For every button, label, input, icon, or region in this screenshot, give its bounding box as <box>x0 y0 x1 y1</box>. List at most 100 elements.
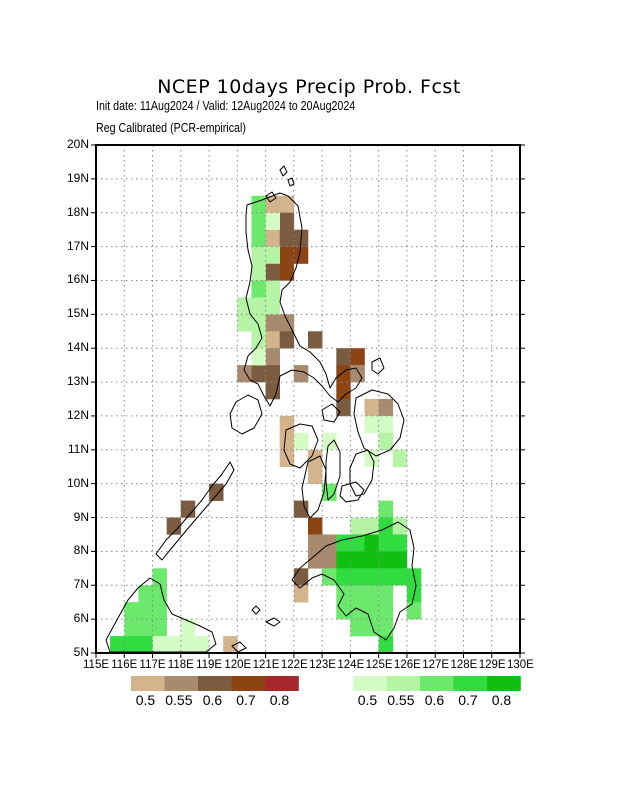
dry-prob-cell <box>378 399 394 417</box>
wet-prob-cell <box>251 314 266 332</box>
dry-legend-label: 0.55 <box>165 692 193 708</box>
lat-tick-label: 14N <box>66 340 89 355</box>
dry-prob-cell <box>265 229 280 247</box>
wet-prob-cell <box>364 534 379 552</box>
lat-tick-label: 15N <box>66 306 89 321</box>
dry-legend-swatch <box>131 676 165 691</box>
dry-prob-cell <box>279 195 295 213</box>
wet-prob-cell <box>350 517 365 535</box>
wet-prob-cell <box>406 602 422 620</box>
dry-prob-cell <box>209 483 224 501</box>
dry-prob-cell <box>336 365 351 383</box>
wet-prob-cell <box>350 551 365 569</box>
wet-prob-cell <box>237 314 252 332</box>
wet-legend-swatch <box>453 676 488 691</box>
lon-tick-label: 124E <box>337 659 365 671</box>
lon-tick-label: 125E <box>365 659 393 671</box>
wet-prob-cell <box>378 534 394 552</box>
dry-prob-cell <box>265 263 280 281</box>
lon-tick-label: 115E <box>83 659 110 671</box>
lat-tick-label: 9N <box>73 509 89 524</box>
wet-prob-cell <box>237 297 252 315</box>
wet-prob-cell <box>336 568 351 586</box>
lon-tick-label: 121E <box>252 659 280 671</box>
wet-prob-cell <box>293 432 309 451</box>
dry-legend-label: 0.6 <box>202 692 223 708</box>
dry-prob-cell <box>336 348 351 366</box>
dry-prob-cell <box>279 263 295 281</box>
dry-prob-cell <box>350 365 365 383</box>
wet-prob-cell <box>152 585 167 603</box>
wet-prob-cell <box>265 280 280 298</box>
lon-tick-label: 130E <box>507 659 534 671</box>
wet-prob-cell <box>251 263 266 281</box>
coast-samar <box>353 389 405 457</box>
lat-tick-label: 17N <box>66 238 89 253</box>
wet-legend-label: 0.6 <box>424 692 445 708</box>
wet-prob-cell <box>138 585 153 603</box>
wet-prob-cell <box>350 585 365 603</box>
wet-prob-cell <box>251 229 266 247</box>
wet-prob-cell <box>322 432 337 451</box>
wet-prob-cell <box>350 568 365 586</box>
wet-legend-swatch <box>386 676 421 691</box>
lat-tick-label: 19N <box>66 170 89 185</box>
wet-prob-cell <box>322 483 337 501</box>
dry-prob-cell <box>265 314 280 332</box>
lat-tick-label: 12N <box>66 407 89 422</box>
lon-tick-label: 128E <box>450 659 478 671</box>
wet-prob-cell <box>265 246 280 264</box>
wet-legend-label: 0.8 <box>491 692 512 708</box>
dry-legend-swatch <box>198 676 232 691</box>
dry-prob-cell <box>265 331 280 349</box>
wet-legend-swatch <box>420 676 454 691</box>
wet-prob-cell <box>392 568 408 586</box>
wet-prob-cell <box>378 432 394 451</box>
wet-prob-cell <box>180 636 196 654</box>
dry-legend-label: 0.7 <box>236 692 256 708</box>
wet-prob-cell <box>378 551 394 569</box>
dry-prob-cell <box>308 517 323 535</box>
wet-prob-cell <box>251 212 266 230</box>
wet-legend-label: 0.5 <box>357 692 378 708</box>
wet-prob-cell <box>322 568 337 586</box>
wet-prob-cell <box>138 602 153 620</box>
wet-prob-cell <box>251 195 266 213</box>
wet-prob-cell <box>251 348 266 366</box>
wet-prob-cell <box>364 619 379 637</box>
wet-prob-cell <box>364 551 379 569</box>
wet-prob-cell <box>378 568 394 586</box>
lon-tick-label: 122E <box>280 659 308 671</box>
dry-prob-cell <box>279 229 295 247</box>
wet-prob-cell <box>378 619 394 637</box>
dry-prob-cell <box>279 449 295 467</box>
wet-prob-cell <box>378 585 394 603</box>
lat-tick-label: 10N <box>66 475 89 490</box>
init-valid-date: Init date: 11Aug2024 / Valid: 12Aug2024 … <box>96 98 356 113</box>
lon-tick-label: 127E <box>422 659 450 671</box>
wet-prob-cell <box>364 415 379 434</box>
coast-negros <box>301 455 327 519</box>
probability-cells <box>110 195 422 654</box>
lat-tick-label: 7N <box>73 577 89 592</box>
legend <box>131 676 521 691</box>
dry-prob-cell <box>265 348 280 366</box>
wet-prob-cell <box>378 500 394 518</box>
wet-legend-swatch <box>487 676 521 691</box>
wet-legend-label: 0.7 <box>458 692 478 708</box>
dry-legend-label: 0.8 <box>269 692 290 708</box>
wet-prob-cell <box>124 602 139 620</box>
lon-tick-label: 126E <box>393 659 421 671</box>
dry-prob-cell <box>364 399 379 417</box>
wet-prob-cell <box>392 449 408 467</box>
dry-prob-cell <box>308 551 323 569</box>
wet-prob-cell <box>251 331 266 349</box>
wet-prob-cell <box>364 602 379 620</box>
wet-prob-cell <box>251 246 266 264</box>
calibration-method: Reg Calibrated (PCR-empirical) <box>96 120 246 135</box>
dry-prob-cell <box>308 534 323 552</box>
wet-prob-cell <box>336 534 351 552</box>
lat-tick-label: 8N <box>73 543 89 558</box>
dry-prob-cell <box>293 246 309 264</box>
